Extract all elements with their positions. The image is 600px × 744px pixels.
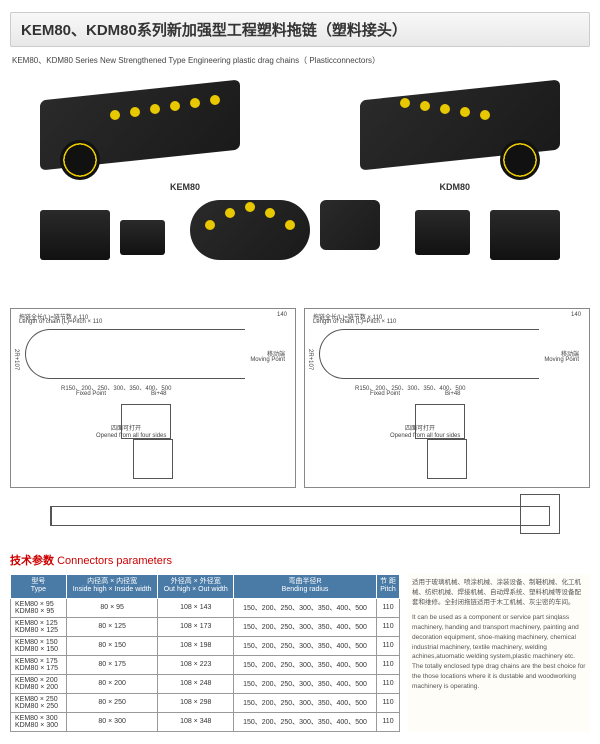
section-title: 技术参数 Connectors parameters — [10, 552, 590, 568]
table-row: KEM80 × 300KDM80 × 30080 × 300108 × 3481… — [11, 712, 400, 731]
table-row: KEM80 × 95KDM80 × 9580 × 95108 × 143150、… — [11, 598, 400, 617]
table-row: KEM80 × 200KDM80 × 20080 × 200108 × 2481… — [11, 674, 400, 693]
technical-diagrams: 拖链全长(L)=链节数 × 110 Length of chain (L)=Pi… — [10, 308, 590, 488]
product-photos: KEM80 KDM80 — [10, 80, 590, 300]
table-row: KEM80 × 250KDM80 × 25080 × 250108 × 2981… — [11, 693, 400, 712]
label-kem80: KEM80 — [170, 182, 200, 192]
table-row: KEM80 × 175KDM80 × 17580 × 175108 × 2231… — [11, 655, 400, 674]
subtitle: KEM80、KDM80 Series New Strengthened Type… — [10, 55, 590, 66]
description-text: 适用于玻璃机械、喷涂机械、涂装设备、制鞋机械、化工机械、纺织机械、焊接机械、自动… — [408, 574, 590, 732]
page-title: KEM80、KDM80系列新加强型工程塑料拖链（塑料接头） — [10, 12, 590, 47]
rail-diagram — [30, 494, 570, 544]
label-kdm80: KDM80 — [439, 182, 470, 192]
table-row: KEM80 × 125KDM80 × 12580 × 125108 × 1731… — [11, 617, 400, 636]
parameters-table: 型号Type 内径高 × 内径宽Inside high × Inside wid… — [10, 574, 400, 732]
table-row: KEM80 × 150KDM80 × 15080 × 150108 × 1981… — [11, 636, 400, 655]
